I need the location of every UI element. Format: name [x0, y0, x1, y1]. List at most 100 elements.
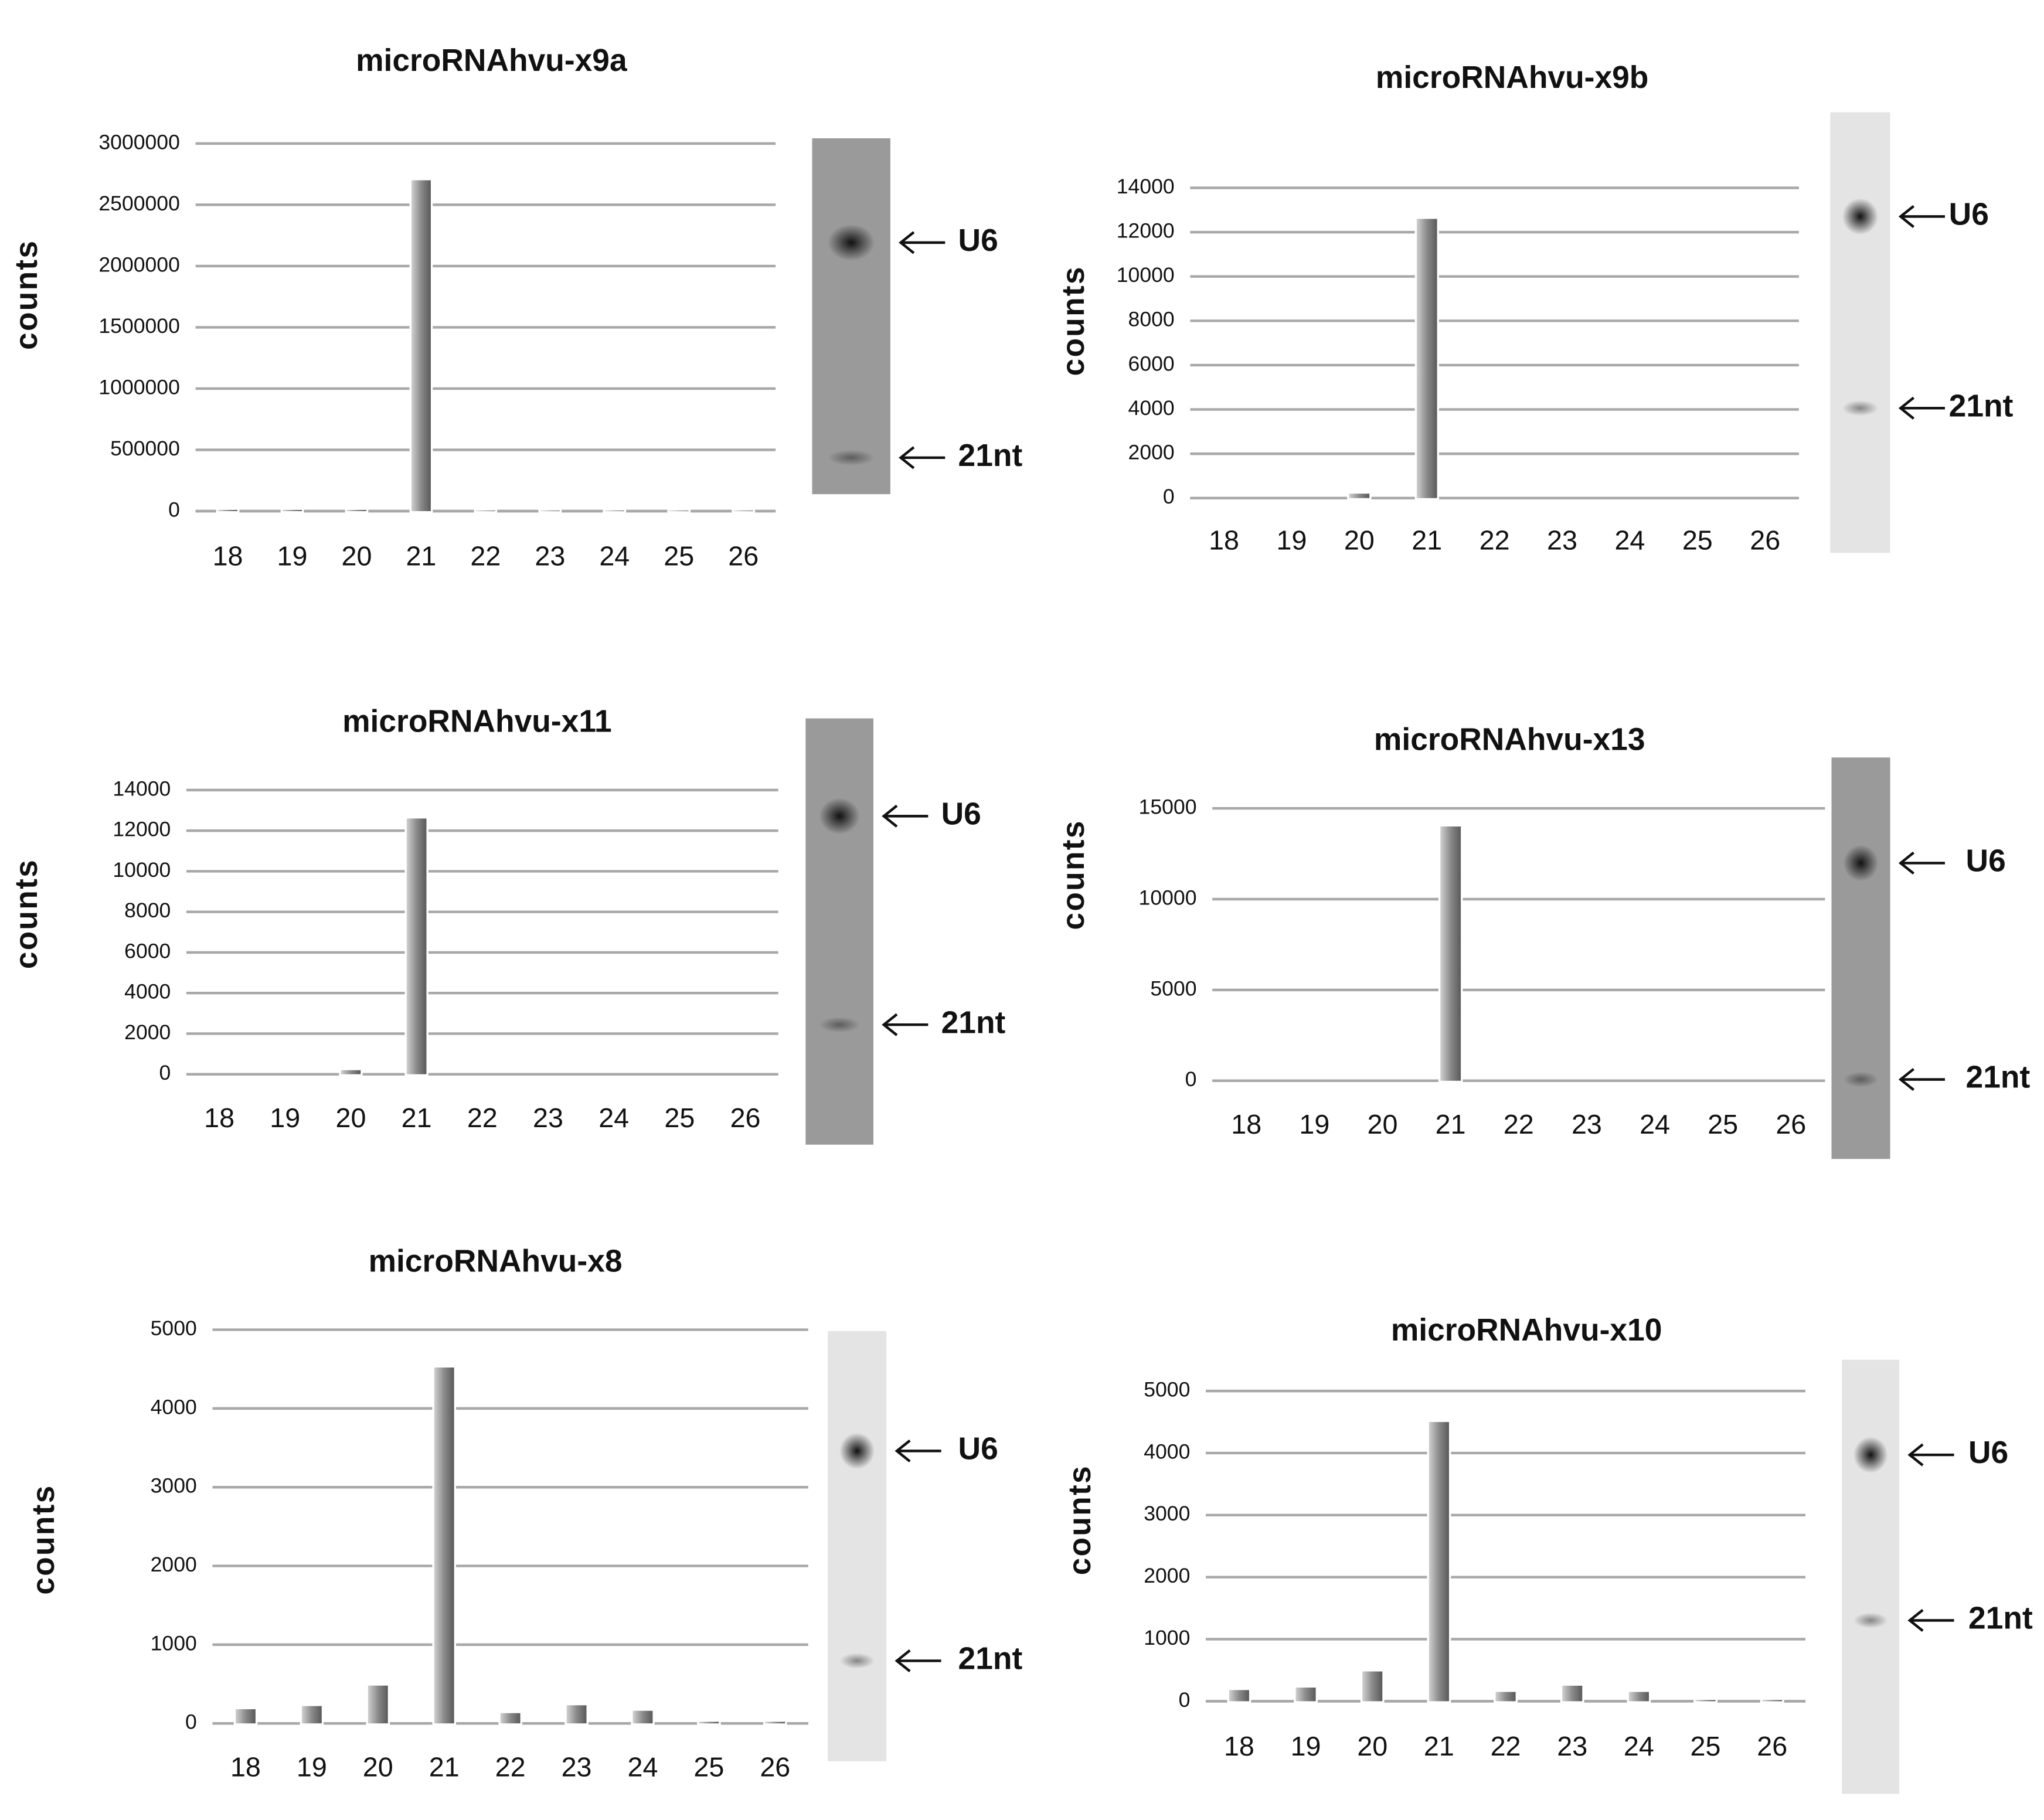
x-tick-label: 26: [728, 540, 759, 571]
bar: [300, 1704, 324, 1726]
x-tick-label: 25: [1682, 525, 1713, 556]
arrow: [882, 804, 929, 828]
gel-image: [828, 1331, 887, 1761]
gel-label: 21nt: [958, 438, 1023, 473]
bar: [404, 817, 428, 1077]
bar: [1427, 1420, 1451, 1703]
y-axis-label: counts: [9, 240, 44, 350]
gel-label: 21nt: [1949, 389, 2014, 423]
y-tick-label: 8000: [1128, 308, 1175, 331]
y-tick-label: 2000: [1128, 441, 1175, 464]
x-tick-label: 20: [342, 540, 372, 571]
y-tick-label: 500000: [110, 437, 180, 460]
y-tick-label: 14000: [113, 777, 171, 800]
x-tick-label: 25: [664, 1103, 695, 1133]
bar: [233, 1707, 258, 1726]
chart-title: microRNAhvu-x9a: [356, 43, 628, 78]
y-tick-label: 1000: [151, 1631, 197, 1655]
gel-label: U6: [1949, 198, 1989, 232]
y-tick-label: 10000: [113, 858, 171, 882]
x-tick-label: 26: [1776, 1109, 1806, 1139]
x-tick-label: 23: [1572, 1109, 1602, 1139]
bar: [409, 178, 433, 513]
y-tick-label: 15000: [1139, 795, 1197, 818]
y-tick-label: 3000: [1144, 1502, 1190, 1525]
bar: [564, 1703, 589, 1726]
x-tick-label: 22: [1491, 1731, 1521, 1761]
gel-image: [1831, 757, 1890, 1159]
x-tick-label: 21: [406, 540, 436, 571]
y-axis-label: counts: [1063, 1465, 1097, 1575]
gel-label: 21nt: [958, 1642, 1023, 1676]
y-tick-label: 4000: [1128, 396, 1175, 420]
gel-band: [828, 450, 875, 466]
gel-label: U6: [941, 797, 981, 831]
gel-label: 21nt: [1966, 1060, 2031, 1095]
x-tick-label: 21: [429, 1751, 460, 1782]
bar: [339, 1068, 363, 1077]
gel-band: [1843, 845, 1879, 882]
y-tick-label: 5000: [1144, 1378, 1190, 1401]
x-tick-label: 21: [1436, 1109, 1466, 1139]
gel-band: [819, 1016, 860, 1033]
gel-label: U6: [958, 1431, 998, 1466]
x-tick-label: 19: [297, 1751, 327, 1782]
bar: [1414, 217, 1439, 501]
gel-image: [1830, 112, 1890, 553]
x-tick-label: 18: [1231, 1109, 1261, 1139]
x-tick-label: 18: [204, 1103, 234, 1133]
y-tick-label: 10000: [1117, 263, 1175, 287]
x-tick-label: 26: [760, 1751, 790, 1782]
x-tick-label: 18: [1209, 525, 1239, 556]
gel-band: [1842, 400, 1879, 416]
bar: [763, 1720, 787, 1726]
y-tick-label: 0: [1185, 1067, 1197, 1091]
x-tick-label: 19: [1291, 1731, 1321, 1761]
x-tick-label: 26: [1757, 1731, 1787, 1761]
gel-label: U6: [1966, 844, 2006, 879]
gel-label: U6: [958, 223, 998, 258]
y-tick-label: 2000: [1144, 1564, 1190, 1587]
x-tick-label: 19: [277, 540, 308, 571]
y-tick-label: 5000: [1150, 977, 1196, 1000]
y-tick-label: 12000: [1117, 219, 1175, 243]
bar: [498, 1711, 522, 1726]
bar: [697, 1720, 721, 1726]
y-tick-label: 0: [1163, 485, 1175, 508]
y-axis-label: counts: [1056, 266, 1091, 376]
chart-title: microRNAhvu-x13: [1374, 723, 1645, 757]
y-tick-label: 0: [185, 1710, 197, 1734]
bar: [1560, 1683, 1584, 1703]
gel-image: [812, 138, 890, 495]
x-tick-label: 19: [1276, 525, 1307, 556]
bar: [432, 1365, 456, 1726]
y-tick-label: 4000: [124, 980, 171, 1003]
y-tick-label: 1000: [1144, 1626, 1190, 1649]
y-tick-label: 12000: [113, 818, 171, 841]
x-tick-label: 20: [363, 1751, 393, 1782]
y-tick-label: 1000000: [98, 375, 180, 399]
chart-title: microRNAhvu-x9b: [1376, 60, 1649, 95]
bar: [345, 508, 369, 513]
x-tick-label: 22: [470, 540, 501, 571]
x-tick-label: 22: [467, 1103, 498, 1133]
x-tick-label: 25: [693, 1751, 724, 1782]
y-tick-label: 14000: [1117, 175, 1175, 198]
x-tick-label: 23: [1547, 525, 1577, 556]
y-tick-label: 0: [1179, 1688, 1191, 1712]
y-tick-label: 6000: [1128, 352, 1175, 375]
y-axis-label: counts: [9, 859, 44, 969]
x-tick-label: 25: [1691, 1731, 1721, 1761]
bar: [1347, 491, 1372, 501]
bar: [1227, 1688, 1251, 1703]
arrow: [1898, 205, 1945, 228]
y-tick-label: 8000: [124, 899, 171, 922]
gel-band: [1843, 1071, 1879, 1087]
x-tick-label: 26: [1750, 525, 1780, 556]
arrow: [895, 1649, 941, 1672]
x-tick-label: 24: [1640, 1109, 1670, 1139]
x-tick-label: 25: [664, 540, 694, 571]
arrow: [1898, 396, 1945, 420]
x-tick-label: 22: [1504, 1109, 1534, 1139]
